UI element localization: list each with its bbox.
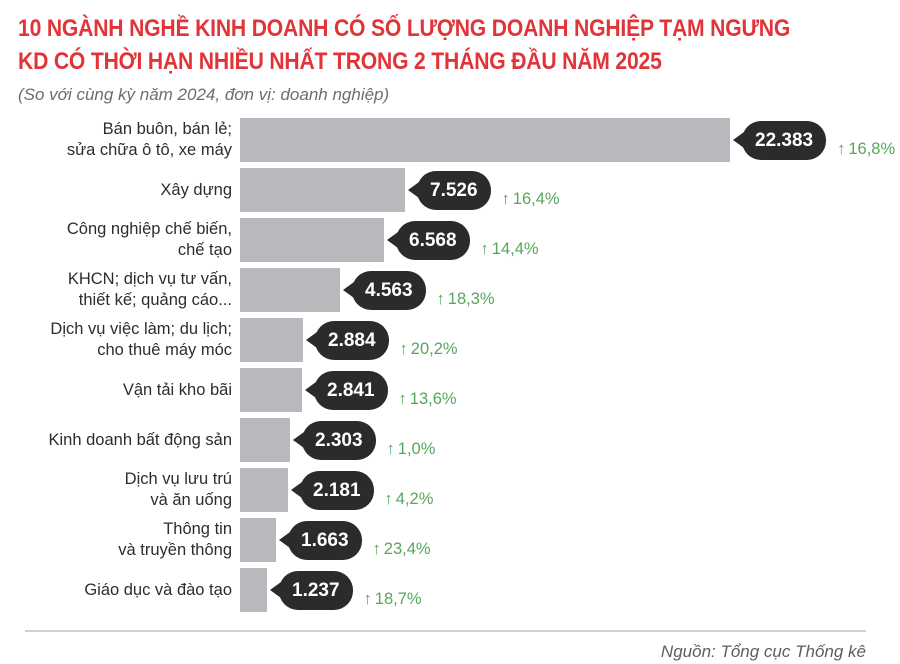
- growth-percent: 1,0%: [397, 439, 436, 458]
- up-arrow-icon: ↑: [399, 339, 408, 358]
- value-badge: 22.383: [742, 120, 827, 160]
- up-arrow-icon: ↑: [837, 139, 846, 158]
- up-arrow-icon: ↑: [480, 239, 489, 258]
- value-badge: 1.237: [279, 570, 353, 610]
- growth-percent: 16,8%: [848, 139, 896, 158]
- value-bar: [240, 568, 267, 612]
- value-bar: [240, 468, 288, 512]
- category-label: Công nghiệp chế biến, chế tạo: [66, 220, 232, 259]
- growth-indicator: ↑ 14,4%: [481, 240, 539, 259]
- value-bar: [240, 268, 340, 312]
- growth-indicator: ↑ 16,4%: [502, 190, 560, 209]
- growth-percent: 20,2%: [410, 339, 458, 358]
- bar-area: 2.181 ↑ 4,2%: [240, 465, 900, 515]
- up-arrow-icon: ↑: [436, 289, 445, 308]
- bar-area: 2.303 ↑ 1,0%: [240, 415, 900, 465]
- value-badge: 2.841: [314, 370, 388, 410]
- footer-divider: [25, 630, 866, 632]
- value-badge: 4.563: [352, 270, 426, 310]
- growth-indicator: ↑ 1,0%: [387, 440, 436, 459]
- up-arrow-icon: ↑: [363, 589, 372, 608]
- bar-area: 7.526 ↑ 16,4%: [240, 165, 900, 215]
- chart-row: Vận tải kho bãi 2.841 ↑ 13,6%: [0, 365, 900, 415]
- bar-area: 4.563 ↑ 18,3%: [240, 265, 900, 315]
- growth-percent: 18,7%: [374, 589, 422, 608]
- bar-area: 1.663 ↑ 23,4%: [240, 515, 900, 565]
- growth-percent: 4,2%: [395, 489, 434, 508]
- chart-row: Công nghiệp chế biến, chế tạo 6.568 ↑ 14,…: [0, 215, 900, 265]
- value-bar: [240, 118, 730, 162]
- bar-area: 1.237 ↑ 18,7%: [240, 565, 900, 615]
- category-label: Kinh doanh bất động sản: [48, 430, 233, 449]
- chart-subtitle: (So với cùng kỳ năm 2024, đơn vị: doanh …: [18, 85, 390, 104]
- value-label: 1.663: [301, 529, 349, 551]
- growth-indicator: ↑ 4,2%: [385, 490, 434, 509]
- value-badge: 1.663: [288, 520, 362, 560]
- up-arrow-icon: ↑: [501, 189, 510, 208]
- category-label: Xây dựng: [160, 180, 232, 199]
- bar-area: 2.884 ↑ 20,2%: [240, 315, 900, 365]
- bar-area: 6.568 ↑ 14,4%: [240, 215, 900, 265]
- chart-row: Thông tin và truyền thông 1.663 ↑ 23,4%: [0, 515, 900, 565]
- chart-row: Dịch vụ lưu trú và ăn uống 2.181 ↑ 4,2%: [0, 465, 900, 515]
- up-arrow-icon: ↑: [398, 389, 407, 408]
- category-label: Giáo dục và đào tạo: [84, 580, 232, 599]
- chart-row: Kinh doanh bất động sản 2.303 ↑ 1,0%: [0, 415, 900, 465]
- growth-indicator: ↑ 18,3%: [437, 290, 495, 309]
- growth-indicator: ↑ 23,4%: [373, 540, 431, 559]
- value-bar: [240, 168, 405, 212]
- growth-percent: 14,4%: [491, 239, 539, 258]
- value-label: 1.237: [292, 579, 340, 601]
- up-arrow-icon: ↑: [384, 489, 393, 508]
- growth-percent: 18,3%: [447, 289, 495, 308]
- bar-area: 2.841 ↑ 13,6%: [240, 365, 900, 415]
- value-label: 22.383: [755, 129, 814, 151]
- value-label: 4.563: [365, 279, 413, 301]
- chart-row: Xây dựng 7.526 ↑ 16,4%: [0, 165, 900, 215]
- value-bar: [240, 368, 302, 412]
- value-bar: [240, 318, 303, 362]
- value-bar: [240, 418, 290, 462]
- category-label: Thông tin và truyền thông: [118, 520, 232, 559]
- value-badge: 6.568: [396, 220, 470, 260]
- chart-row: Dịch vụ việc làm; du lịch; cho thuê máy …: [0, 315, 900, 365]
- value-label: 6.568: [409, 229, 457, 251]
- category-label: Bán buôn, bán lẻ; sửa chữa ô tô, xe máy: [66, 120, 232, 159]
- value-badge: 7.526: [417, 170, 491, 210]
- growth-indicator: ↑ 13,6%: [399, 390, 457, 409]
- category-label: KHCN; dịch vụ tư vấn, thiết kế; quảng cá…: [67, 270, 232, 309]
- value-bar: [240, 218, 384, 262]
- value-badge: 2.884: [315, 320, 389, 360]
- growth-percent: 13,6%: [409, 389, 457, 408]
- up-arrow-icon: ↑: [372, 539, 381, 558]
- infographic-page: 10 NGÀNH NGHỀ KINH DOANH CÓ SỐ LƯỢNG DOA…: [0, 12, 900, 664]
- chart-title: 10 NGÀNH NGHỀ KINH DOANH CÓ SỐ LƯỢNG DOA…: [18, 15, 791, 75]
- category-label: Vận tải kho bãi: [122, 380, 232, 399]
- bar-chart: Bán buôn, bán lẻ; sửa chữa ô tô, xe máy …: [0, 115, 900, 615]
- value-label: 2.303: [315, 429, 363, 451]
- source-credit: Nguồn: Tổng cục Thống kê: [660, 642, 866, 661]
- up-arrow-icon: ↑: [386, 439, 395, 458]
- growth-percent: 16,4%: [512, 189, 560, 208]
- growth-percent: 23,4%: [383, 539, 431, 558]
- value-badge: 2.303: [302, 420, 376, 460]
- category-label: Dịch vụ lưu trú và ăn uống: [124, 470, 232, 509]
- value-label: 2.884: [328, 329, 376, 351]
- chart-row: KHCN; dịch vụ tư vấn, thiết kế; quảng cá…: [0, 265, 900, 315]
- value-bar: [240, 518, 276, 562]
- growth-indicator: ↑ 20,2%: [400, 340, 458, 359]
- chart-row: Giáo dục và đào tạo 1.237 ↑ 18,7%: [0, 565, 900, 615]
- value-label: 2.181: [313, 479, 361, 501]
- value-badge: 2.181: [300, 470, 374, 510]
- value-label: 7.526: [430, 179, 478, 201]
- bar-area: 22.383 ↑ 16,8%: [240, 115, 900, 165]
- chart-row: Bán buôn, bán lẻ; sửa chữa ô tô, xe máy …: [0, 115, 900, 165]
- category-label: Dịch vụ việc làm; du lịch; cho thuê máy …: [50, 320, 232, 359]
- value-label: 2.841: [327, 379, 375, 401]
- growth-indicator: ↑ 16,8%: [837, 140, 895, 159]
- growth-indicator: ↑ 18,7%: [364, 590, 422, 609]
